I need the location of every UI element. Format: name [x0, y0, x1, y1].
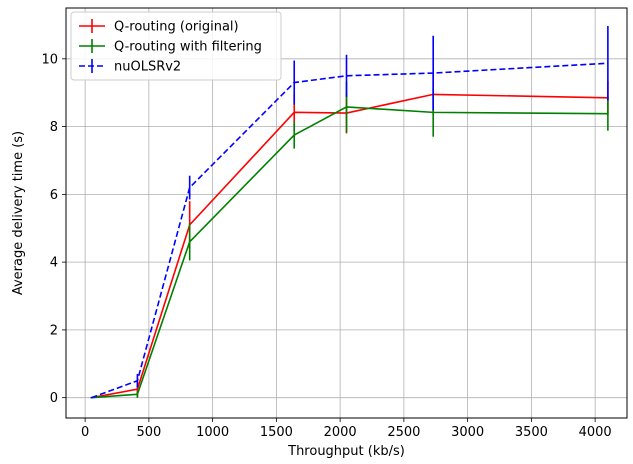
x-axis: 0 500 1000 1500 2000 2500 3000 3500 4000 [81, 418, 612, 440]
y-tick-label: 8 [50, 120, 58, 135]
x-tick-label: 1500 [260, 425, 293, 440]
y-axis: 0 2 4 6 8 10 [41, 52, 66, 406]
y-tick-label: 10 [41, 52, 58, 67]
y-axis-label: Average delivery time (s) [11, 131, 26, 295]
y-tick-label: 6 [50, 188, 58, 203]
legend-label: nuOLSRv2 [114, 60, 181, 75]
y-tick-label: 4 [50, 256, 58, 271]
series-3 [90, 25, 609, 399]
x-tick-label: 2000 [324, 425, 357, 440]
plot-frame [65, 7, 628, 419]
x-tick-label: 2500 [387, 425, 420, 440]
x-axis-label: Throughput (kb/s) [287, 444, 405, 459]
legend-label: Q-routing with filtering [114, 40, 262, 55]
x-tick-label: 0 [81, 425, 89, 440]
legend-label: Q-routing (original) [114, 20, 239, 35]
x-tick-label: 3500 [515, 425, 548, 440]
x-tick-label: 1000 [196, 425, 229, 440]
series-layer [90, 25, 609, 399]
series-2 [90, 81, 609, 399]
legend: Q-routing (original) Q-routing with filte… [70, 11, 282, 81]
y-tick-label: 0 [50, 391, 58, 406]
x-tick-label: 3000 [451, 425, 484, 440]
x-tick-label: 4000 [579, 425, 612, 440]
y-tick-label: 2 [50, 323, 58, 338]
legend-box [70, 11, 282, 81]
x-tick-label: 500 [136, 425, 161, 440]
